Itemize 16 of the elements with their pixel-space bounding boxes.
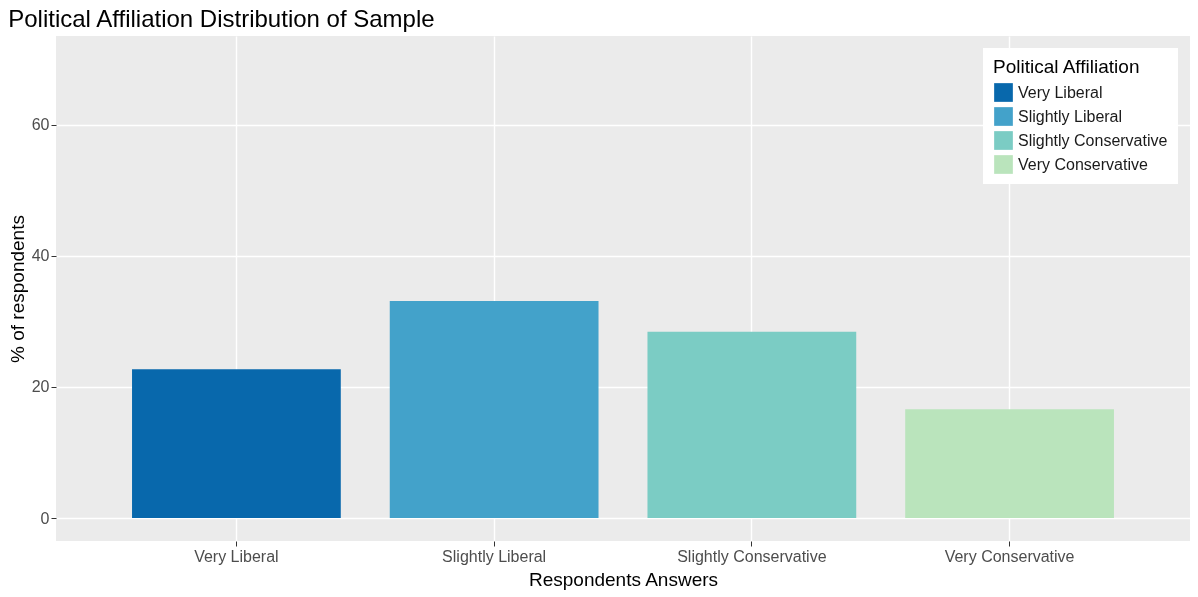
legend-label: Slightly Conservative — [1018, 131, 1168, 149]
y-tick-label: 0 — [40, 509, 50, 527]
x-tick-label: Very Liberal — [194, 547, 279, 565]
legend-label: Very Conservative — [1018, 155, 1148, 173]
y-axis-title: % of respondents — [6, 215, 28, 363]
y-tick-label: 60 — [31, 116, 50, 134]
x-tick-label: Slightly Liberal — [442, 547, 547, 565]
chart-title: Political Affiliation Distribution of Sample — [8, 5, 435, 32]
y-tick-label: 20 — [31, 378, 50, 396]
x-axis-title: Respondents Answers — [528, 568, 719, 590]
y-tick-label: 40 — [31, 247, 50, 265]
x-tick-label: Slightly Conservative — [677, 547, 827, 565]
x-tick-label: Very Conservative — [944, 547, 1075, 565]
legend-label: Very Liberal — [1018, 83, 1103, 101]
legend-title: Political Affiliation — [993, 56, 1140, 77]
legend-label: Slightly Liberal — [1018, 107, 1123, 125]
